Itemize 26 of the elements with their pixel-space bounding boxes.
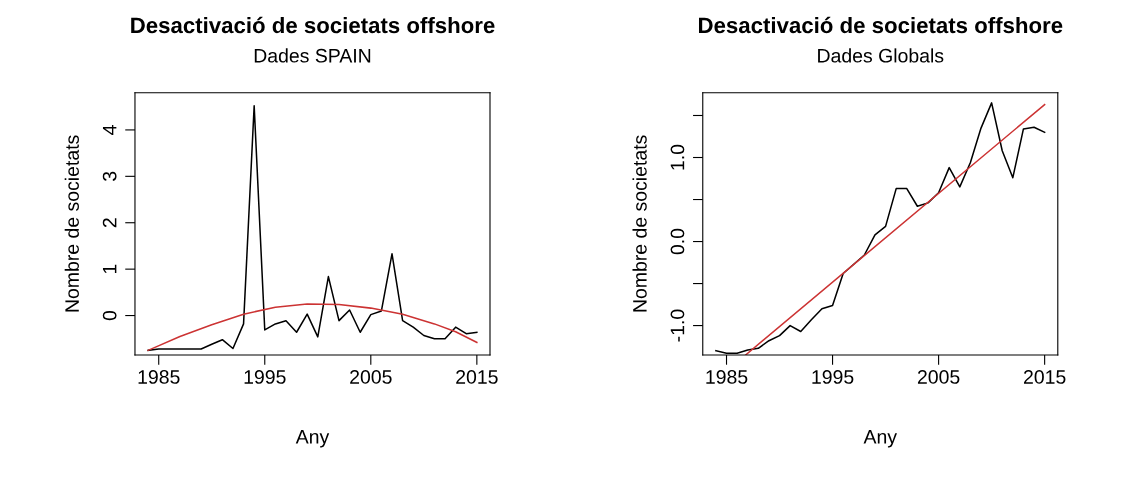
y-tick-label: 3: [102, 171, 117, 181]
x-tick-label: 2015: [456, 370, 498, 384]
y-tick-label: 1.0: [670, 144, 685, 170]
y-tick-label: 1: [102, 264, 117, 274]
line-series: [147, 105, 478, 352]
y-axis-title: Nombre de societats: [64, 135, 79, 312]
y-tick-label: 4: [102, 125, 117, 135]
chart-title: Desactivació de societats offshore: [131, 16, 495, 34]
x-tick-label: 1985: [138, 370, 180, 384]
y-tick-label: -1.0: [670, 309, 685, 342]
x-tick-label: 1995: [244, 370, 286, 384]
y-axis-title: Nombre de societats: [632, 135, 647, 312]
x-tick-label: 1995: [812, 370, 854, 384]
y-tick-label: 0.0: [670, 228, 685, 255]
y-tick-label: 0: [102, 310, 117, 321]
chart-subtitle: Dades SPAIN: [254, 48, 371, 63]
x-tick-label: 1985: [706, 370, 748, 384]
x-tick-label: 2015: [1023, 370, 1066, 384]
x-axis-title: Any: [295, 430, 330, 448]
chart-subtitle: Dades Globals: [818, 48, 944, 63]
y-tick-label: 2: [102, 218, 117, 228]
x-axis-title: Any: [863, 430, 897, 448]
x-tick-label: 2005: [917, 370, 960, 384]
x-tick-label: 2005: [350, 370, 392, 384]
line-series: [147, 303, 478, 352]
chart-title: Desactivació de societats offshore: [698, 16, 1063, 34]
